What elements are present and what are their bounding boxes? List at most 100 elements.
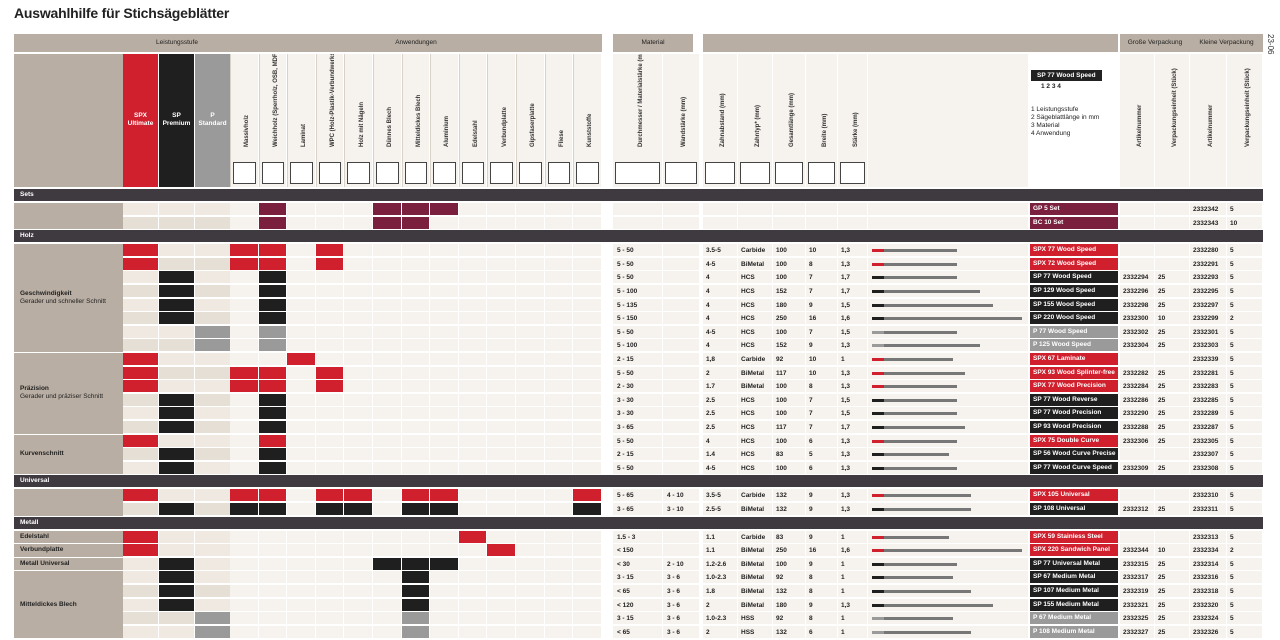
spec-value: 9	[809, 560, 813, 568]
spec-cell	[838, 448, 867, 461]
spec-cell	[738, 421, 772, 433]
product-name: SP 77 Wood Speed	[1030, 271, 1118, 284]
level-cell	[159, 612, 194, 625]
pack-value: 25	[1158, 464, 1166, 472]
spec-cell	[773, 557, 805, 570]
app-cell	[516, 380, 544, 393]
pack-value: 2332313	[1193, 533, 1219, 541]
app-cell	[287, 612, 315, 625]
pack-cell	[1190, 598, 1226, 611]
app-cell	[573, 421, 601, 433]
pack-value: 5	[1230, 437, 1234, 445]
spec-value: 1,3	[841, 464, 851, 472]
app-cell	[373, 325, 401, 338]
app-cell	[487, 203, 515, 215]
app-cell	[230, 448, 258, 461]
material-header-label: Durchmesser / Materialstärke (mm)	[637, 54, 644, 147]
app-cell	[287, 461, 315, 474]
spec-value: 1	[841, 574, 845, 582]
level-cell	[195, 271, 230, 284]
material-value: 5 - 135	[617, 301, 638, 309]
section-header-holz: Holz	[14, 230, 1263, 243]
app-cell	[573, 530, 601, 543]
spec-value: 4-5	[706, 328, 716, 336]
spec-value: 1,6	[841, 315, 851, 323]
spec-cell	[703, 571, 737, 584]
material-cell	[663, 216, 699, 229]
spec-value: HCS	[741, 315, 755, 323]
app-cell	[573, 489, 601, 502]
table-row: 5 - 50 2 BiMetal 117 10 1,3 SPX 93 Wood Splint…	[0, 366, 1280, 380]
app-cell	[258, 339, 287, 352]
app-cell	[430, 489, 458, 502]
level-cell	[159, 216, 194, 229]
app-cell	[373, 625, 401, 638]
page-number: 23-06	[1266, 34, 1275, 55]
app-cell	[373, 380, 401, 393]
spec-value: 1,3	[841, 492, 851, 500]
app-cell	[430, 366, 458, 379]
pack-value: 25	[1158, 342, 1166, 350]
app-header: Fliese	[544, 54, 573, 187]
app-cell	[544, 448, 573, 461]
material-cell	[663, 421, 699, 433]
pack-cell	[1120, 503, 1154, 515]
spec-value: HCS	[741, 274, 755, 282]
spec-header-label: Zahntyp* (mm)	[755, 105, 761, 147]
spec-cell	[838, 612, 867, 625]
pack-value: 5	[1230, 615, 1234, 623]
level-cell	[123, 380, 158, 393]
spec-cell	[738, 271, 772, 284]
pack-value: 2332307	[1193, 451, 1219, 459]
app-cell	[544, 503, 573, 515]
pack-value: 2332288	[1123, 424, 1149, 431]
pack-cell	[1155, 393, 1189, 406]
app-cell	[258, 421, 287, 433]
pack-value: 2332281	[1193, 369, 1219, 377]
app-cell	[315, 244, 344, 257]
app-cell	[516, 353, 544, 365]
app-header-label: Laminat	[301, 123, 308, 147]
app-cell	[544, 544, 573, 557]
pack-cell	[1190, 285, 1226, 297]
spec-cell	[703, 257, 737, 270]
header-group-leistungsstufe: Leistungsstufe	[123, 34, 231, 52]
legend-item: 4 Anwendung	[1031, 130, 1071, 137]
pack-cell	[1190, 571, 1226, 584]
spec-cell	[838, 421, 867, 433]
spec-cell	[773, 598, 805, 611]
pack-cell	[1227, 598, 1262, 611]
spec-value: 100	[776, 328, 787, 336]
app-cell	[344, 448, 372, 461]
spec-cell	[703, 448, 737, 461]
app-cell	[401, 285, 430, 297]
product-name: SPX 93 Wood Splinter-free	[1030, 366, 1118, 379]
app-cell	[401, 366, 430, 379]
pack-cell	[1120, 625, 1154, 638]
level-cell	[195, 285, 230, 297]
pack-value: 5	[1230, 601, 1234, 609]
spec-value: HCS	[741, 424, 755, 431]
material-cell	[613, 380, 662, 393]
spec-cell	[773, 244, 805, 257]
spec-cell	[838, 353, 867, 365]
level-cell	[159, 244, 194, 257]
pack-cell	[1190, 625, 1226, 638]
app-cell	[458, 503, 487, 515]
level-cell	[195, 257, 230, 270]
app-cell	[573, 366, 601, 379]
app-cell	[344, 503, 372, 515]
pack-cell	[1190, 244, 1226, 257]
level-cell	[123, 612, 158, 625]
pack-value: 25	[1158, 274, 1166, 282]
spec-value: 1,7	[841, 274, 851, 282]
app-cell	[573, 244, 601, 257]
app-header-label: Aluminium	[444, 116, 451, 147]
pack-cell	[1190, 421, 1226, 433]
spec-value: 8	[809, 383, 813, 391]
app-cell	[401, 312, 430, 325]
app-cell	[401, 461, 430, 474]
spec-cell	[773, 407, 805, 420]
blade-image	[872, 303, 993, 307]
pack-cell	[1190, 257, 1226, 270]
